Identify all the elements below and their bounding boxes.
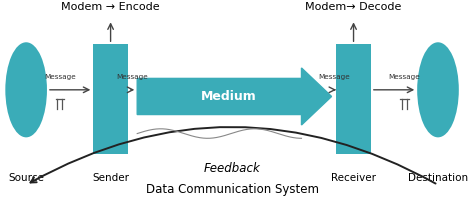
Text: Message: Message xyxy=(389,74,420,80)
Ellipse shape xyxy=(417,42,459,137)
Text: Message: Message xyxy=(44,74,75,80)
Text: Message: Message xyxy=(318,74,350,80)
Bar xyxy=(93,44,128,154)
Text: Source: Source xyxy=(8,174,44,183)
Text: Receiver: Receiver xyxy=(331,174,376,183)
Bar xyxy=(336,44,371,154)
Text: Message: Message xyxy=(117,74,148,80)
Text: Medium: Medium xyxy=(201,90,256,103)
Text: Data Communication System: Data Communication System xyxy=(146,183,319,196)
Text: Modem → Encode: Modem → Encode xyxy=(61,2,160,12)
Text: Destination: Destination xyxy=(408,174,468,183)
Text: Modem→ Decode: Modem→ Decode xyxy=(305,2,402,12)
Ellipse shape xyxy=(5,42,47,137)
Polygon shape xyxy=(137,68,331,125)
Text: Feedback: Feedback xyxy=(204,162,260,175)
Text: Sender: Sender xyxy=(92,174,129,183)
